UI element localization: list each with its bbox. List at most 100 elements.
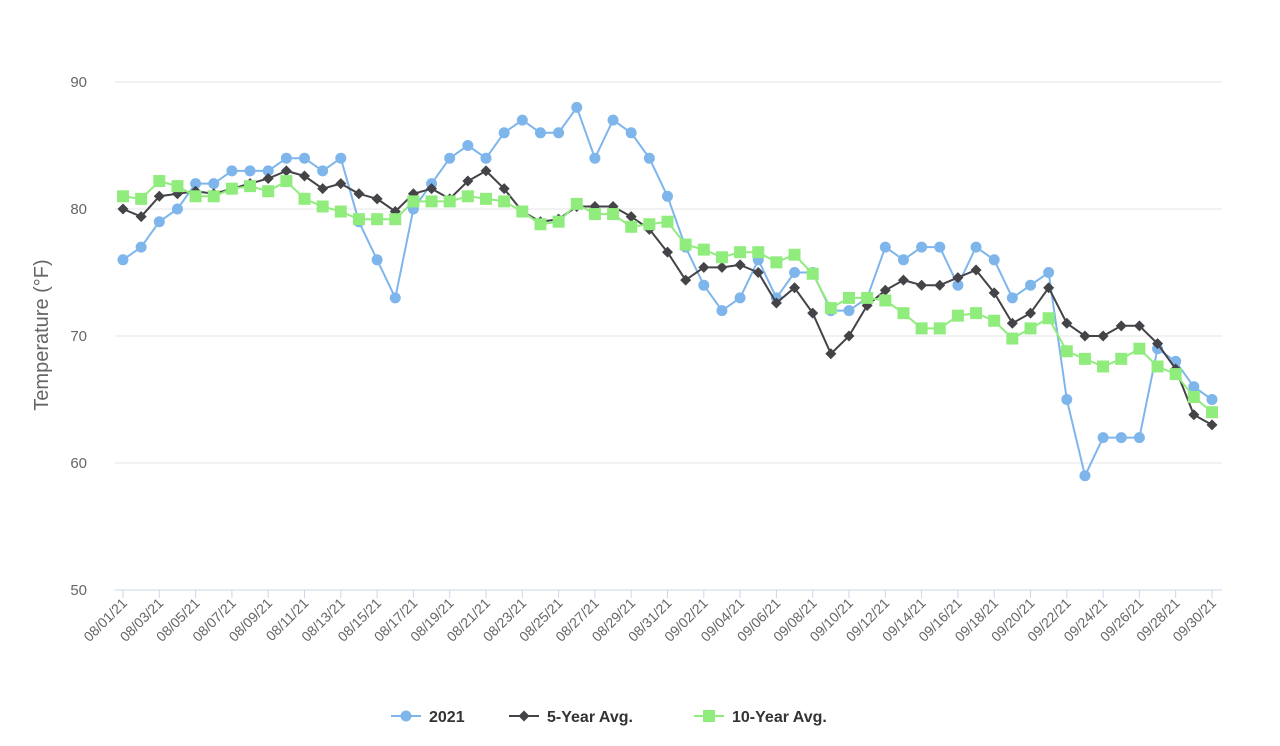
data-point-5-year-avg — [1133, 320, 1145, 332]
data-point-10-year-avg — [334, 205, 347, 218]
data-point-10-year-avg — [153, 175, 166, 188]
data-point-5-year-avg — [153, 190, 165, 202]
data-point-2021 — [498, 127, 510, 139]
data-point-10-year-avg — [788, 248, 801, 261]
data-point-10-year-avg — [189, 190, 202, 203]
data-point-5-year-avg — [752, 267, 764, 278]
data-point-2021 — [516, 114, 528, 126]
data-point-2021 — [1025, 279, 1036, 291]
data-point-10-year-avg — [480, 192, 492, 205]
data-point-2021 — [879, 241, 891, 253]
data-point-10-year-avg — [715, 251, 728, 264]
data-point-2021 — [171, 203, 183, 215]
data-point-10-year-avg — [607, 208, 620, 221]
data-point-2021 — [789, 267, 801, 278]
data-point-2021 — [662, 190, 673, 202]
x-axis: 08/01/2108/03/2108/05/2108/07/2108/09/21… — [80, 590, 1219, 645]
data-point-5-year-avg — [353, 188, 365, 200]
data-point-10-year-avg — [588, 208, 601, 221]
data-point-5-year-avg — [1079, 330, 1091, 342]
legend-label: 2021 — [429, 709, 465, 726]
data-point-10-year-avg — [171, 180, 184, 193]
data-point-10-year-avg — [661, 215, 674, 228]
data-point-2021 — [480, 152, 492, 164]
data-point-2021 — [1133, 432, 1145, 444]
data-point-2021 — [444, 152, 456, 164]
data-point-5-year-avg — [916, 279, 928, 291]
data-point-10-year-avg — [915, 322, 928, 335]
gridlines — [115, 81, 1222, 591]
data-point-2021 — [643, 152, 655, 164]
legend-item-5-year-avg[interactable]: 5-Year Avg. — [509, 709, 633, 726]
data-point-10-year-avg — [1024, 322, 1037, 335]
data-point-10-year-avg — [879, 294, 892, 307]
data-point-5-year-avg — [970, 264, 982, 276]
data-point-10-year-avg — [461, 190, 474, 203]
data-point-10-year-avg — [425, 195, 438, 208]
data-point-5-year-avg — [1152, 338, 1164, 350]
data-point-5-year-avg — [934, 279, 946, 291]
data-point-2021 — [843, 305, 855, 317]
data-point-5-year-avg — [317, 183, 329, 195]
data-point-5-year-avg — [280, 165, 292, 177]
data-point-2021 — [462, 140, 474, 151]
legend-item-10-year-avg[interactable]: 10-Year Avg. — [694, 709, 827, 726]
data-point-2021 — [1061, 394, 1073, 405]
data-point-10-year-avg — [534, 218, 547, 231]
data-point-10-year-avg — [316, 200, 329, 213]
data-point-10-year-avg — [625, 220, 638, 233]
data-point-10-year-avg — [244, 180, 257, 193]
data-point-10-year-avg — [1078, 352, 1091, 365]
data-point-5-year-avg — [988, 287, 1000, 299]
data-point-2021 — [317, 165, 329, 177]
data-point-2021 — [153, 216, 165, 228]
data-point-5-year-avg — [716, 261, 728, 273]
data-point-10-year-avg — [951, 309, 964, 322]
data-point-2021 — [607, 114, 619, 126]
legend-item-2021[interactable]: 2021 — [391, 709, 465, 726]
data-point-2021 — [280, 152, 292, 164]
y-tick-label: 90 — [70, 74, 87, 91]
data-point-5-year-avg — [897, 274, 909, 286]
data-point-2021 — [952, 279, 964, 291]
data-point-5-year-avg — [1061, 317, 1073, 329]
data-point-2021 — [571, 101, 583, 113]
data-point-10-year-avg — [770, 256, 783, 269]
series-2021 — [117, 101, 1218, 482]
data-point-5-year-avg — [1097, 330, 1109, 342]
data-point-2021 — [335, 152, 347, 164]
data-point-5-year-avg — [843, 330, 855, 342]
data-point-10-year-avg — [280, 175, 293, 188]
data-point-2021 — [897, 254, 909, 266]
data-point-5-year-avg — [335, 178, 347, 190]
series — [117, 101, 1218, 482]
data-point-5-year-avg — [698, 261, 710, 273]
data-point-10-year-avg — [843, 291, 855, 304]
data-point-10-year-avg — [1169, 368, 1182, 381]
data-point-2021 — [988, 254, 1000, 266]
data-point-10-year-avg — [697, 243, 710, 256]
data-point-10-year-avg — [371, 213, 384, 226]
legend-label: 5-Year Avg. — [547, 709, 633, 726]
data-point-2021 — [589, 152, 601, 164]
data-point-5-year-avg — [480, 165, 492, 177]
data-point-10-year-avg — [443, 195, 456, 208]
data-point-5-year-avg — [1188, 409, 1200, 421]
y-axis-title: Temperature (°F) — [31, 259, 53, 410]
data-point-10-year-avg — [1187, 390, 1200, 403]
y-tick-label: 60 — [70, 455, 87, 472]
data-point-5-year-avg — [462, 175, 474, 187]
series-10-year-avg — [117, 175, 1218, 419]
data-point-10-year-avg — [1060, 345, 1073, 358]
data-point-2021 — [716, 305, 728, 317]
data-point-10-year-avg — [552, 215, 565, 228]
data-point-5-year-avg — [807, 307, 819, 319]
data-point-10-year-avg — [117, 190, 129, 203]
data-point-2021 — [135, 241, 147, 253]
data-point-10-year-avg — [498, 195, 511, 208]
legend-label: 10-Year Avg. — [732, 709, 827, 726]
data-point-2021 — [970, 241, 982, 253]
data-point-10-year-avg — [734, 246, 747, 259]
data-point-5-year-avg — [117, 203, 129, 215]
